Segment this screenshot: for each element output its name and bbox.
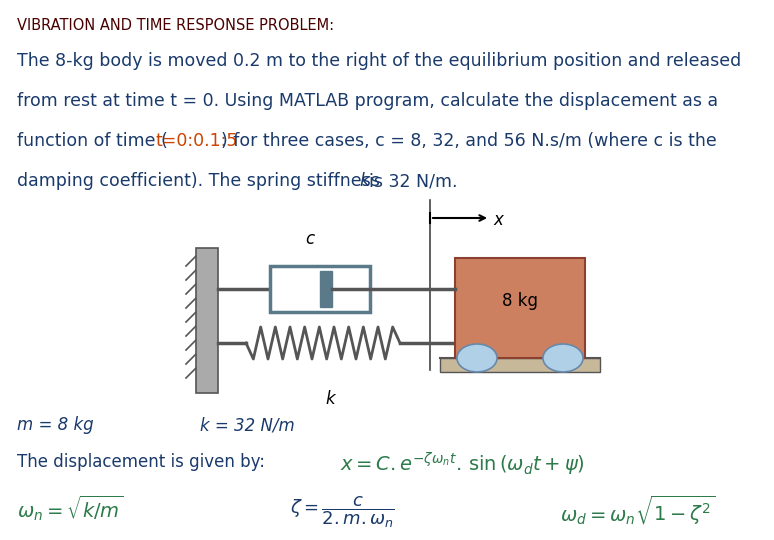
Circle shape (457, 344, 497, 372)
Text: m = 8 kg: m = 8 kg (17, 416, 94, 434)
Bar (440, 358, 600, 372)
Text: k: k (359, 172, 369, 190)
Circle shape (543, 344, 583, 372)
Bar (196, 248, 218, 393)
Text: 8 kg: 8 kg (502, 292, 538, 310)
Text: $\omega_n = \sqrt{k/m}$: $\omega_n = \sqrt{k/m}$ (17, 494, 123, 523)
Text: is 32 N/m.: is 32 N/m. (369, 172, 457, 190)
Text: c: c (306, 230, 314, 248)
Text: x: x (493, 211, 503, 229)
Text: $x = C.e^{-\zeta\omega_n t}.\,\mathrm{sin}\,(\omega_d t + \psi)$: $x = C.e^{-\zeta\omega_n t}.\,\mathrm{si… (340, 451, 585, 478)
Text: The 8-kg body is moved 0.2 m to the right of the equilibrium position and releas: The 8-kg body is moved 0.2 m to the righ… (17, 52, 741, 70)
Text: function of time (: function of time ( (17, 132, 168, 150)
Bar (320, 271, 332, 307)
Text: k: k (325, 390, 335, 408)
Text: The displacement is given by:: The displacement is given by: (17, 453, 265, 471)
Text: t=0:0.1:5: t=0:0.1:5 (155, 132, 238, 150)
Text: damping coefficient). The spring stiffness: damping coefficient). The spring stiffne… (17, 172, 385, 190)
Text: VIBRATION AND TIME RESPONSE PROBLEM:: VIBRATION AND TIME RESPONSE PROBLEM: (17, 18, 334, 33)
Text: from rest at time t = 0. Using MATLAB program, calculate the displacement as a: from rest at time t = 0. Using MATLAB pr… (17, 92, 718, 110)
Text: $\omega_d = \omega_n\sqrt{1-\zeta^2}$: $\omega_d = \omega_n\sqrt{1-\zeta^2}$ (560, 494, 715, 527)
Text: k = 32 N/m: k = 32 N/m (200, 416, 295, 434)
Text: $\zeta = \dfrac{c}{2.m.\omega_n}$: $\zeta = \dfrac{c}{2.m.\omega_n}$ (290, 494, 395, 530)
Bar (455, 258, 585, 358)
Text: ) for three cases, c = 8, 32, and 56 N.s/m (where c is the: ) for three cases, c = 8, 32, and 56 N.s… (221, 132, 717, 150)
Bar (270, 266, 370, 312)
